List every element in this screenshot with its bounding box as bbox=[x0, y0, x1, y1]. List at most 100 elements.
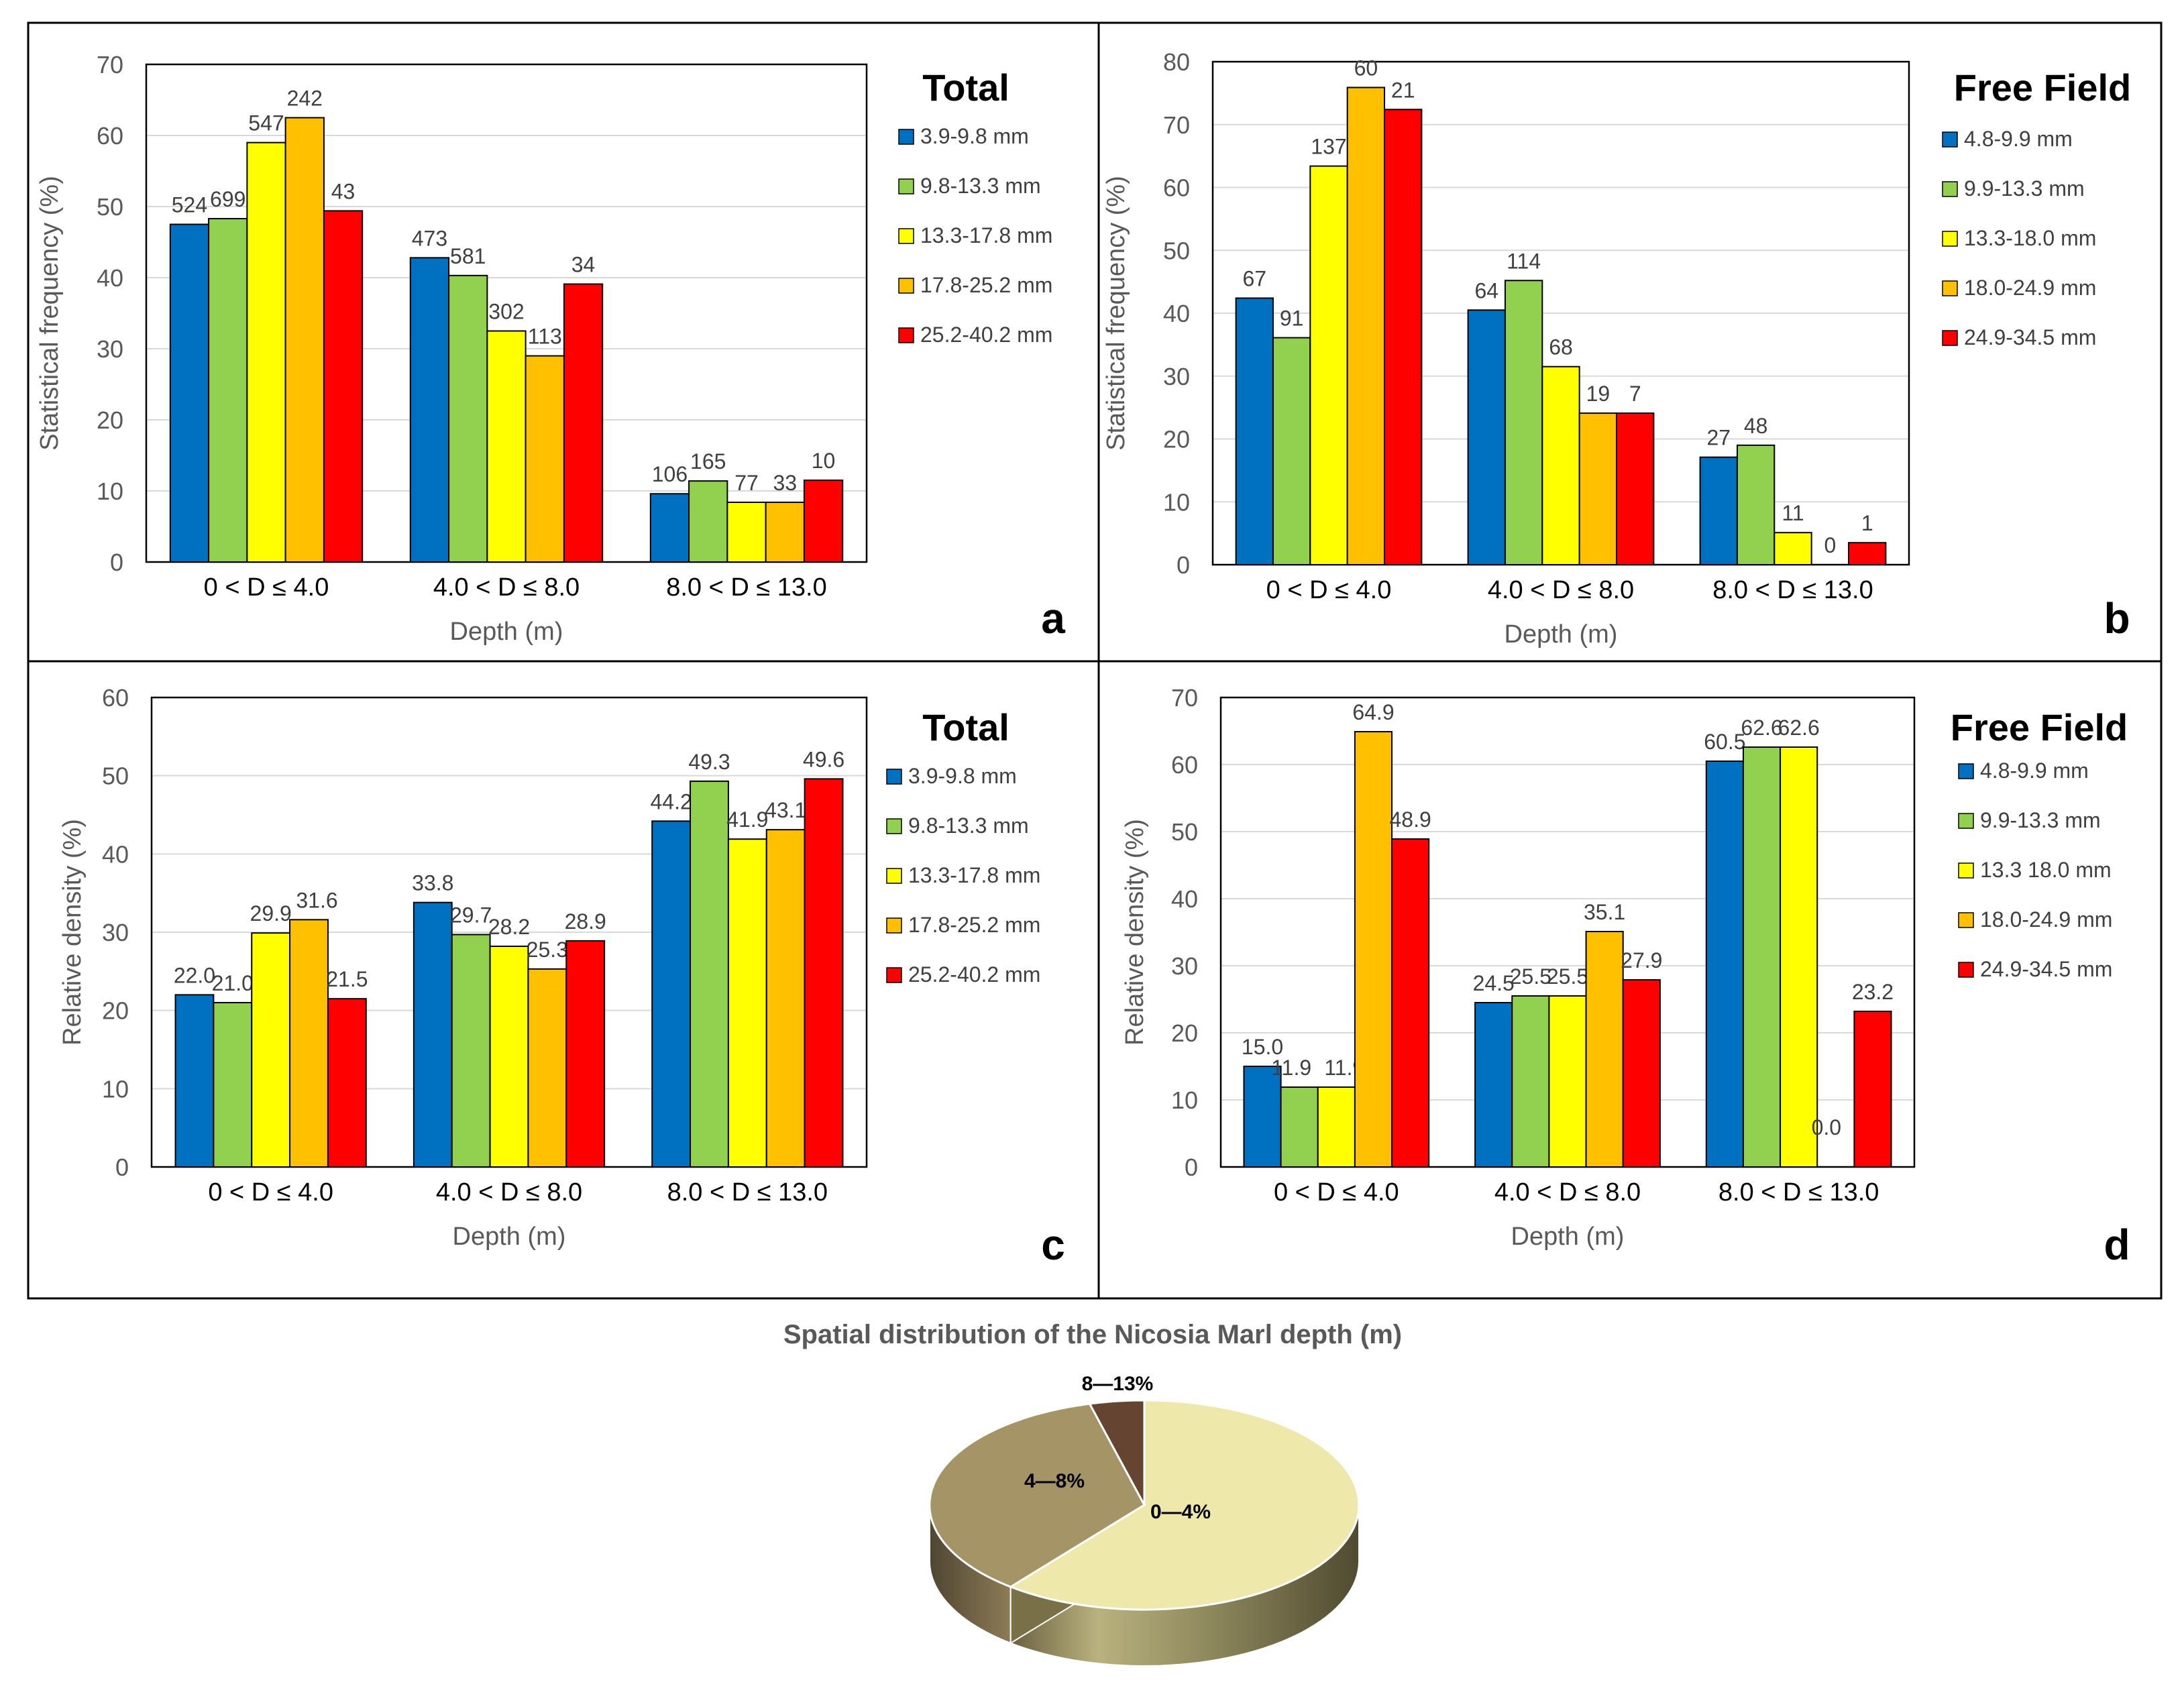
bar-c-s0-c1 bbox=[413, 901, 453, 1168]
pie-slice-label: 4—8% bbox=[1024, 1470, 1085, 1492]
data-label: 21.5 bbox=[326, 967, 368, 991]
data-label: 302 bbox=[488, 300, 524, 324]
y-tick-label: 60 bbox=[1163, 174, 1190, 202]
pie-chart: Spatial distribution of the Nicosia Marl… bbox=[783, 1320, 1402, 1667]
bar-b-s4-c1 bbox=[1616, 412, 1655, 565]
bar-c-s1-c0 bbox=[213, 1002, 253, 1168]
y-tick-label: 50 bbox=[1171, 818, 1198, 846]
data-label: 43.1 bbox=[765, 798, 806, 822]
bar-c-s3-c2 bbox=[765, 829, 806, 1168]
panel-d: 0 10 20 30 40 50 60 70 15.0 24.5 60.5 11.9 25.5 62.6 1… bbox=[1121, 684, 2130, 1269]
data-label: 27.9 bbox=[1621, 948, 1662, 972]
legend-label: 25.2-40.2 mm bbox=[920, 323, 1052, 347]
panel-letter: d bbox=[2104, 1221, 2130, 1269]
legend-label: 13.3 18.0 mm bbox=[1980, 858, 2112, 882]
y-tick-label: 50 bbox=[102, 763, 129, 790]
data-label: 11 bbox=[1782, 501, 1804, 525]
legend-swatch bbox=[1958, 962, 1974, 978]
data-label: 44.2 bbox=[650, 789, 692, 814]
bar-b-s1-c2 bbox=[1736, 444, 1776, 565]
data-label: 137 bbox=[1311, 135, 1346, 159]
legend-label: 3.9-9.8 mm bbox=[908, 764, 1017, 788]
legend-swatch bbox=[1942, 131, 1958, 148]
panel-letter: b bbox=[2104, 594, 2130, 642]
y-axis-title: Statistical frequency (%) bbox=[36, 176, 64, 451]
bar-d-s4-c2 bbox=[1853, 1011, 1892, 1168]
bar-d-s2-c2 bbox=[1780, 746, 1818, 1168]
y-tick-label: 10 bbox=[1163, 488, 1190, 516]
legend-label: 9.9-13.3 mm bbox=[1964, 176, 2085, 201]
legend-swatch bbox=[898, 178, 914, 194]
data-label: 49.6 bbox=[803, 747, 844, 771]
data-label: 34 bbox=[571, 253, 596, 277]
y-tick-label: 0 bbox=[110, 549, 123, 576]
legend-label: 18.0-24.9 mm bbox=[1964, 276, 2096, 300]
bar-a-s3-c2 bbox=[765, 501, 805, 563]
legend-label: 24.9-34.5 mm bbox=[1964, 325, 2096, 349]
data-label: 106 bbox=[652, 462, 688, 486]
data-label: 1 bbox=[1861, 511, 1873, 535]
data-label: 28.2 bbox=[488, 915, 530, 939]
panel-title: Total bbox=[922, 66, 1009, 109]
legend-label: 9.9-13.3 mm bbox=[1980, 808, 2101, 832]
data-label: 67 bbox=[1242, 267, 1266, 291]
bar-d-s3-c0 bbox=[1354, 731, 1393, 1168]
y-tick-label: 50 bbox=[97, 193, 123, 221]
legend-label: 9.8-13.3 mm bbox=[920, 174, 1041, 198]
bar-d-s1-c1 bbox=[1511, 995, 1550, 1168]
bar-a-s1-c0 bbox=[208, 218, 248, 563]
bar-a-s2-c2 bbox=[726, 501, 767, 563]
data-label: 27 bbox=[1706, 426, 1731, 450]
bar-b-s2-c2 bbox=[1773, 532, 1812, 565]
legend-swatch bbox=[886, 818, 902, 834]
data-label: 21.0 bbox=[212, 971, 254, 995]
panel-c: 0 10 20 30 40 50 60 22.0 33.8 44.2 21.0 29.7 49.3 29.… bbox=[58, 684, 1065, 1269]
y-tick-label: 30 bbox=[97, 335, 123, 363]
data-label: 64.9 bbox=[1352, 700, 1394, 724]
bar-d-s2-c1 bbox=[1548, 995, 1587, 1168]
data-label: 165 bbox=[690, 449, 726, 473]
y-tick-label: 20 bbox=[1171, 1019, 1198, 1047]
pie-slice-0 bbox=[1008, 1399, 1360, 1611]
panel-title: Total bbox=[922, 706, 1009, 748]
bar-c-s4-c1 bbox=[565, 940, 606, 1168]
bar-chart-panels: 0102030405060705244731066995811655473027… bbox=[36, 48, 2131, 1269]
legend-label: 13.3-17.8 mm bbox=[920, 223, 1052, 247]
data-label: 29.9 bbox=[250, 901, 292, 926]
y-tick-label: 0 bbox=[1185, 1154, 1198, 1181]
bar-c-s0-c0 bbox=[174, 994, 215, 1168]
bar-d-s4-c1 bbox=[1622, 979, 1661, 1168]
legend-swatch bbox=[886, 769, 902, 785]
y-tick-label: 40 bbox=[1163, 300, 1190, 327]
data-label: 48 bbox=[1744, 414, 1768, 438]
panel-a: 0 10 20 30 40 50 60 70 524 473 106 699 581 165 547 302 7… bbox=[36, 51, 1065, 646]
data-label: 242 bbox=[287, 87, 323, 111]
y-tick-label: 10 bbox=[102, 1075, 129, 1103]
bar-c-s1-c1 bbox=[451, 934, 491, 1168]
legend-label: 4.8-9.9 mm bbox=[1964, 127, 2073, 151]
legend-label: 17.8-25.2 mm bbox=[908, 913, 1040, 937]
x-category-label: 4.0 < D ≤ 8.0 bbox=[1488, 576, 1634, 604]
y-tick-label: 10 bbox=[1171, 1086, 1198, 1114]
y-tick-label: 60 bbox=[102, 684, 129, 712]
panel-title: Free Field bbox=[1951, 706, 2128, 748]
y-tick-label: 20 bbox=[102, 997, 129, 1025]
legend-label: 24.9-34.5 mm bbox=[1980, 957, 2112, 981]
data-label: 19 bbox=[1586, 382, 1610, 406]
data-label: 0.0 bbox=[1812, 1115, 1841, 1139]
data-label: 35.1 bbox=[1584, 900, 1625, 924]
bar-b-s2-c1 bbox=[1541, 366, 1580, 565]
bar-c-s2-c1 bbox=[489, 946, 529, 1168]
data-label: 68 bbox=[1549, 335, 1573, 359]
y-tick-label: 40 bbox=[1171, 885, 1198, 913]
x-category-label: 0 < D ≤ 4.0 bbox=[1266, 576, 1392, 604]
data-label: 33 bbox=[773, 471, 797, 495]
data-label: 473 bbox=[412, 226, 447, 250]
legend-swatch bbox=[886, 917, 902, 934]
bar-c-s3-c1 bbox=[527, 968, 567, 1168]
data-label: 31.6 bbox=[296, 888, 337, 912]
bar-b-s0-c2 bbox=[1699, 456, 1738, 565]
data-label: 28.9 bbox=[565, 909, 606, 934]
pie-slice-label: 0—4% bbox=[1150, 1501, 1211, 1523]
